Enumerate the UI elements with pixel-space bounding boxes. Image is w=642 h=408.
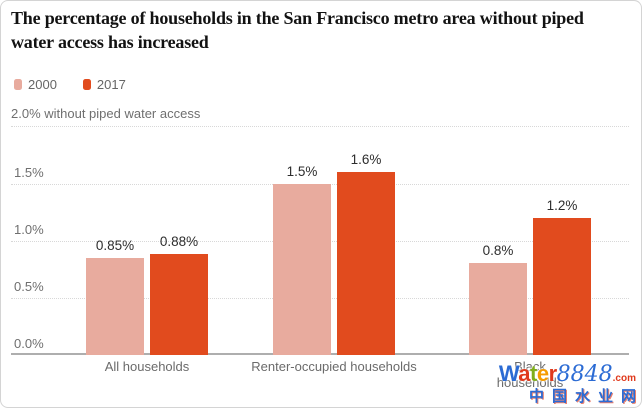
watermark-letter: t — [530, 361, 537, 386]
bar-group: 0.85% 0.88% — [86, 234, 208, 355]
bar-value-label: 0.88% — [159, 234, 199, 250]
x-axis-label: All households — [104, 358, 190, 374]
watermark-letter: e — [536, 361, 549, 386]
watermark-letter: r — [548, 361, 558, 386]
bar-value-label: 1.5% — [286, 163, 318, 179]
y-tick-label: 0.5% — [14, 278, 44, 294]
y-tick-label: 1.0% — [14, 221, 44, 237]
watermark-brand: Water8848.com — [499, 363, 636, 386]
bar-value-label: 0.85% — [95, 237, 135, 253]
bar-value-label: 1.6% — [350, 152, 382, 168]
bar-value-label: 1.2% — [546, 197, 578, 213]
chart-title: The percentage of households in the San … — [11, 8, 584, 52]
y-axis-top-note: 2.0% without piped water access — [11, 106, 629, 127]
bar-2017: 1.2% — [533, 198, 591, 355]
x-axis: All households Renter-occupied households… — [1, 355, 641, 401]
watermark-number: 8848 — [556, 362, 613, 387]
bar-group: 1.5% 1.6% — [273, 152, 395, 355]
legend-item-2017: 2017 — [82, 77, 126, 92]
bar-value-label: 0.8% — [482, 243, 514, 259]
legend-label-2017: 2017 — [96, 77, 126, 92]
legend-swatch-2000-icon — [14, 79, 22, 90]
watermark-letter: W — [498, 361, 519, 386]
bar-group: 0.8% 1.2% — [469, 198, 591, 355]
watermark-tld: .com — [612, 373, 636, 384]
legend-label-2000: 2000 — [28, 77, 57, 92]
legend-swatch-2017-icon — [82, 79, 91, 90]
bar-2000: 0.8% — [469, 243, 527, 355]
watermark-tagline: 中国水业网 — [528, 388, 642, 405]
watermark-letter: a — [518, 361, 531, 386]
y-tick-label: 1.5% — [14, 164, 44, 180]
plot-area: 1.5% 1.0% 0.5% 0.0% 0.85% 0.88% 1.5% 1.6% 0.8% 1.… — [1, 127, 641, 355]
bar-2017: 1.6% — [337, 152, 395, 355]
x-axis-label: Black households — [496, 358, 564, 391]
x-axis-label: Renter-occupied households — [251, 358, 417, 374]
legend-item-2000: 2000 — [14, 77, 57, 92]
bar-2000: 1.5% — [273, 164, 331, 355]
bar-2017: 0.88% — [150, 234, 208, 355]
bar-2000: 0.85% — [86, 238, 144, 355]
legend: 2000 2017 — [14, 77, 641, 93]
watermark: Water8848.com 中国水业网 — [499, 363, 636, 405]
y-tick-label: 0.0% — [14, 335, 44, 351]
